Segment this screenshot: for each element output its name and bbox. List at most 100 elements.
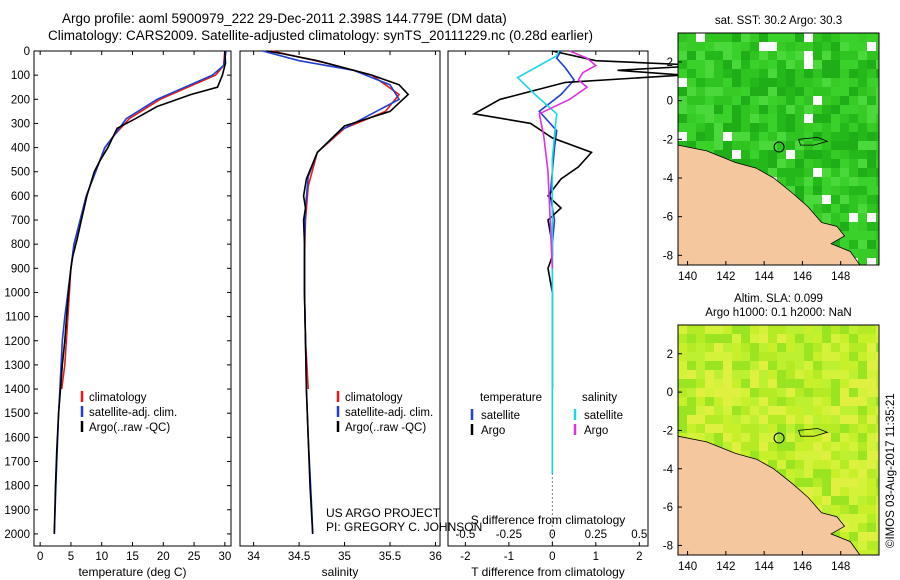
map-cell	[741, 87, 750, 96]
map-cell	[696, 334, 705, 343]
map-cell	[696, 370, 705, 379]
map-cell	[876, 424, 879, 433]
map-cell	[813, 442, 822, 451]
map-cell	[831, 388, 840, 397]
x-tick-label: 20	[157, 551, 170, 563]
map-cell	[858, 177, 867, 186]
map-cell	[759, 442, 768, 451]
map-cell	[786, 370, 795, 379]
map-cell	[813, 469, 822, 478]
map-cell	[768, 406, 777, 415]
map-cell	[714, 87, 723, 96]
legend-label: climatology	[345, 392, 403, 404]
map-cell	[759, 141, 768, 150]
map-cell	[840, 105, 849, 114]
map-cell	[678, 96, 687, 105]
map-cell	[876, 370, 879, 379]
map-cell	[777, 379, 786, 388]
map-cell	[867, 514, 876, 523]
map-cell	[849, 96, 858, 105]
y-tick-label: 200	[11, 94, 30, 106]
y-tick-label: -4	[663, 464, 674, 476]
map-cell	[849, 523, 858, 532]
map-cell	[822, 168, 831, 177]
map-cell	[696, 388, 705, 397]
map-cell	[795, 460, 804, 469]
map-cell	[849, 159, 858, 168]
map-cell	[786, 177, 795, 186]
map-cell	[678, 424, 687, 433]
map-cell	[804, 51, 813, 60]
map-cell	[768, 415, 777, 424]
map-cell	[822, 325, 831, 334]
map-cell	[723, 424, 732, 433]
map-cell	[723, 415, 732, 424]
map-cell	[867, 379, 876, 388]
map-cell	[678, 132, 687, 141]
map-cell	[849, 325, 858, 334]
map-cell	[723, 141, 732, 150]
map-cell	[822, 433, 831, 442]
map-cell	[678, 87, 687, 96]
map-cell	[849, 424, 858, 433]
map-cell	[687, 69, 696, 78]
map-cell	[849, 514, 858, 523]
map-cell	[876, 505, 879, 514]
map-cell	[777, 469, 786, 478]
map-cell	[867, 231, 876, 240]
map-cell	[759, 87, 768, 96]
map-cell	[804, 397, 813, 406]
map-cell	[804, 132, 813, 141]
s-tick-label: 0.25	[585, 529, 607, 541]
map-cell	[687, 33, 696, 42]
map-cell	[777, 325, 786, 334]
map-cell	[813, 150, 822, 159]
map-cell	[867, 258, 876, 265]
legend-label: climatology	[89, 392, 147, 404]
x-axis-label: salinity	[322, 565, 359, 579]
map-cell	[822, 87, 831, 96]
y-tick-label: -8	[663, 540, 673, 552]
map-cell	[858, 204, 867, 213]
map-cell	[858, 352, 867, 361]
map-cell	[876, 123, 879, 132]
map-cell	[813, 325, 822, 334]
map-cell	[786, 51, 795, 60]
map-cell	[678, 361, 687, 370]
x-tick-label: -1	[504, 551, 514, 563]
map-cell	[840, 442, 849, 451]
map-cell	[867, 442, 876, 451]
map-cell	[768, 150, 777, 159]
map-cell	[840, 186, 849, 195]
map-cell	[732, 325, 741, 334]
map-cell	[849, 460, 858, 469]
map-cell	[723, 105, 732, 114]
map-cell	[732, 96, 741, 105]
map-cell	[858, 231, 867, 240]
map-cell	[795, 177, 804, 186]
map-cell	[768, 60, 777, 69]
map-cell	[786, 186, 795, 195]
map-cell	[795, 51, 804, 60]
map-cell	[732, 78, 741, 87]
map-cell	[822, 177, 831, 186]
map-cell	[786, 460, 795, 469]
map-cell	[813, 496, 822, 505]
map-cell	[858, 442, 867, 451]
map-cell	[768, 69, 777, 78]
map-cell	[741, 132, 750, 141]
map-cell	[876, 60, 879, 69]
map-cell	[723, 406, 732, 415]
plot-frame	[239, 50, 441, 547]
map-cell	[858, 541, 867, 550]
map-cell	[714, 433, 723, 442]
map-cell	[876, 343, 879, 352]
map-cell	[696, 379, 705, 388]
map-cell	[831, 451, 840, 460]
y-tick-label: 2000	[4, 529, 30, 541]
s-tick-label: 0.5	[631, 529, 647, 541]
x-tick-label: 5	[68, 551, 74, 563]
map-cell	[858, 159, 867, 168]
map-cell	[804, 123, 813, 132]
map-cell	[822, 424, 831, 433]
